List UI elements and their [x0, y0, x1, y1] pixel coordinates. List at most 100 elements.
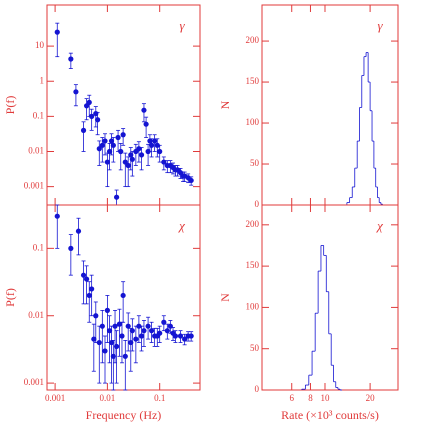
- x-tick-label: 0.1: [154, 393, 165, 403]
- data-point: [188, 333, 194, 339]
- data-point: [115, 134, 121, 141]
- data-point: [129, 328, 135, 334]
- y-tick-label: 200: [246, 219, 260, 229]
- data-point: [133, 336, 139, 342]
- y-tick-label: 0.01: [28, 310, 44, 320]
- data-point: [96, 146, 102, 152]
- y-tick-label: 150: [246, 260, 260, 270]
- y-tick-label: 0.1: [33, 242, 44, 252]
- data-point: [143, 121, 149, 127]
- panel-symbol: χ: [375, 218, 383, 233]
- data-point: [148, 328, 155, 334]
- data-point: [116, 321, 123, 327]
- data-point: [104, 307, 110, 313]
- data-point: [182, 336, 188, 342]
- y-axis-label: N: [218, 100, 232, 109]
- panel: 0.001 0.01 0.1 0.1 0.01 0.001 P(f) Frequency (H…: [3, 204, 201, 422]
- data-point: [154, 142, 160, 148]
- data-point: [136, 323, 142, 329]
- data-point: [157, 148, 163, 155]
- data-point: [114, 194, 120, 200]
- data-point: [188, 177, 194, 184]
- data-point: [68, 56, 74, 62]
- data-point: [122, 159, 128, 165]
- data-point: [83, 276, 90, 282]
- data-point: [106, 148, 113, 155]
- data-point: [172, 333, 179, 339]
- data-point: [112, 323, 118, 329]
- data-point: [91, 336, 97, 342]
- data-point: [54, 213, 60, 219]
- data-point: [120, 132, 126, 138]
- data-point: [145, 323, 151, 329]
- data-point: [102, 348, 108, 354]
- data-point: [108, 138, 115, 144]
- panel: 0 50 100 150 200 Nγ: [218, 4, 399, 209]
- data-point: [136, 146, 142, 152]
- data-point: [161, 319, 167, 325]
- x-tick-label: 6: [289, 393, 294, 403]
- data-point: [80, 272, 87, 278]
- data-point: [161, 159, 167, 165]
- data-point: [68, 245, 74, 251]
- y-tick-label: 1: [40, 75, 45, 85]
- data-point: [73, 89, 79, 95]
- data-point: [110, 142, 116, 148]
- data-point: [99, 142, 105, 148]
- data-point: [129, 156, 135, 162]
- y-tick-label: 0: [255, 384, 260, 394]
- y-tick-label: 0.1: [33, 110, 44, 120]
- y-tick-label: 100: [246, 301, 260, 311]
- data-point: [104, 159, 110, 165]
- data-point: [157, 330, 163, 336]
- data-point: [141, 328, 147, 334]
- data-point: [122, 353, 128, 359]
- data-point: [106, 328, 113, 334]
- x-tick-label: 10: [320, 393, 330, 403]
- y-tick-label: 100: [246, 117, 260, 127]
- data-point: [177, 333, 184, 339]
- data-point: [86, 292, 92, 299]
- panel: 10 1 0.1 0.01 0.001 P(f) γ: [3, 4, 201, 206]
- data-point: [93, 313, 99, 319]
- data-point: [99, 323, 105, 329]
- data-point: [119, 333, 125, 339]
- data-point: [138, 152, 145, 158]
- data-point: [114, 343, 120, 350]
- x-axis-label: Rate (×10³ counts/s): [281, 408, 379, 422]
- data-point: [138, 333, 145, 339]
- data-point: [141, 107, 147, 113]
- x-tick-label: 20: [366, 393, 376, 403]
- data-point: [75, 228, 82, 234]
- data-point: [125, 323, 131, 329]
- y-tick-label: 50: [250, 158, 260, 168]
- x-tick-label: 0.01: [100, 393, 116, 403]
- y-tick-label: 0: [255, 199, 260, 209]
- panel-symbol: γ: [179, 18, 185, 33]
- x-axis-label: Frequency (Hz): [86, 408, 162, 422]
- x-tick-label: 8: [308, 393, 313, 403]
- y-axis-label: N: [218, 293, 232, 302]
- data-point: [164, 328, 170, 334]
- x-tick-label: 0.001: [45, 393, 65, 403]
- y-tick-label: 200: [246, 35, 260, 45]
- data-point: [108, 339, 115, 346]
- data-point: [167, 323, 173, 329]
- data-point: [120, 292, 126, 299]
- plot-frame: [261, 4, 399, 206]
- data-point: [86, 99, 92, 105]
- data-point: [89, 113, 95, 119]
- data-point: [80, 127, 87, 133]
- y-tick-label: 0.001: [24, 377, 44, 387]
- data-point: [96, 339, 102, 346]
- data-point: [95, 117, 101, 123]
- data-point: [89, 286, 95, 292]
- y-axis-label: P(f): [3, 96, 17, 115]
- plot-frame: [46, 4, 201, 206]
- data-point: [152, 138, 158, 144]
- y-tick-label: 10: [35, 40, 45, 50]
- y-tick-label: 0.001: [24, 181, 44, 191]
- panel-symbol: γ: [377, 18, 383, 33]
